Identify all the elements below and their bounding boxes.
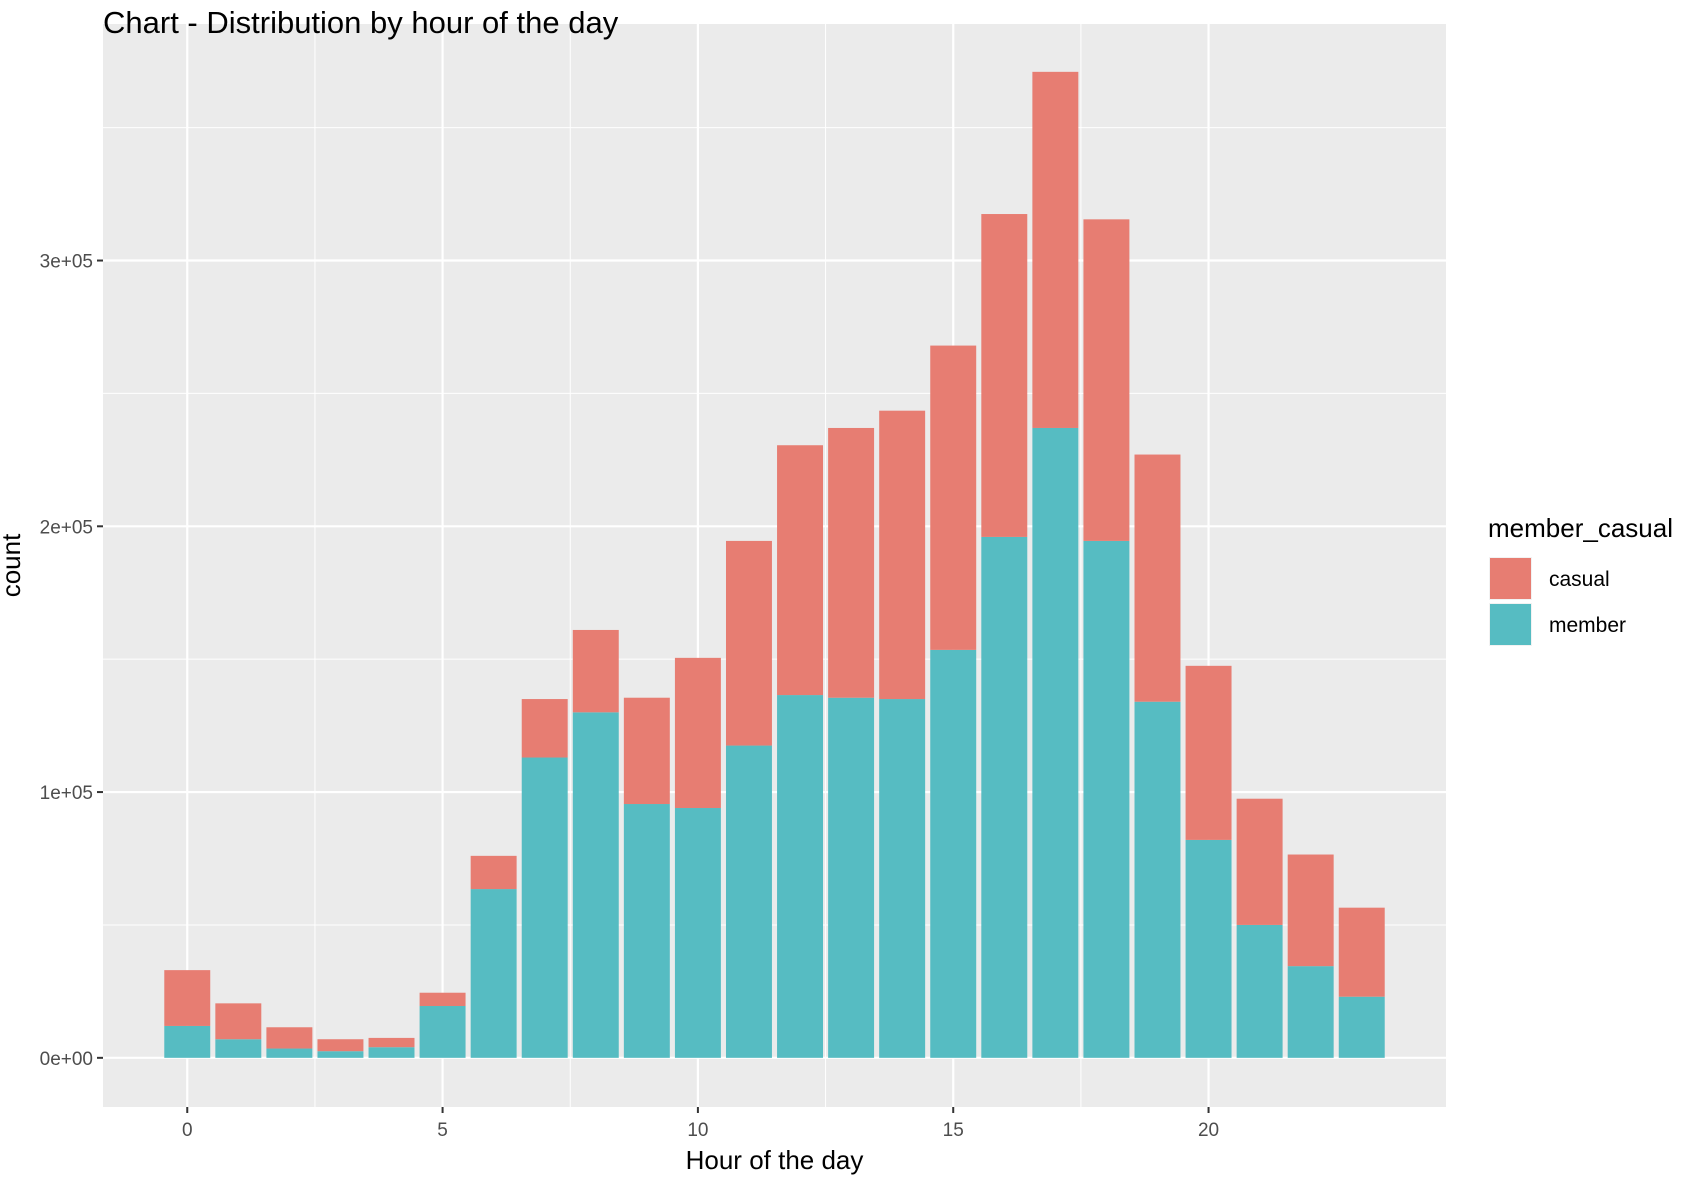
- legend: member_casual casual member: [1488, 513, 1673, 646]
- bar-casual-hour-3: [317, 1039, 364, 1052]
- legend-label-member: member: [1549, 614, 1626, 637]
- chart-title: Chart - Distribution by hour of the day: [103, 5, 619, 40]
- bar-member-hour-0: [164, 1025, 211, 1058]
- bar-casual-hour-6: [470, 855, 517, 890]
- x-axis-title: Hour of the day: [686, 1145, 864, 1175]
- bar-member-hour-2: [266, 1048, 313, 1058]
- bar-member-hour-13: [828, 697, 875, 1058]
- x-tick-label: 20: [1198, 1120, 1219, 1141]
- bar-member-hour-5: [419, 1006, 466, 1058]
- y-tick-label: 1e+05: [40, 783, 93, 804]
- bar-casual-hour-23: [1338, 907, 1385, 997]
- bar-casual-hour-5: [419, 992, 466, 1007]
- bar-member-hour-7: [521, 757, 568, 1058]
- bar-member-hour-14: [879, 699, 926, 1058]
- x-tick-label: 0: [182, 1120, 193, 1141]
- bar-casual-hour-8: [572, 629, 619, 713]
- bars-group: [164, 71, 1385, 1058]
- bar-casual-hour-18: [1083, 219, 1130, 541]
- x-tick-label: 10: [687, 1120, 708, 1141]
- y-tick-label: 3e+05: [40, 252, 93, 273]
- bar-casual-hour-17: [1032, 71, 1079, 428]
- legend-swatch-member: [1490, 604, 1531, 645]
- bar-casual-hour-10: [674, 657, 721, 809]
- bar-casual-hour-13: [828, 427, 875, 698]
- x-axis: 0 5 10 15 20: [182, 1107, 1219, 1141]
- bar-member-hour-15: [930, 649, 977, 1058]
- bar-casual-hour-11: [725, 540, 772, 746]
- bar-casual-hour-20: [1185, 665, 1232, 840]
- legend-title: member_casual: [1488, 513, 1673, 543]
- bar-casual-hour-0: [164, 970, 211, 1026]
- bar-member-hour-12: [777, 695, 824, 1058]
- bar-member-hour-6: [470, 889, 517, 1058]
- bar-member-hour-22: [1287, 966, 1334, 1058]
- x-tick-label: 15: [943, 1120, 964, 1141]
- bar-casual-hour-14: [879, 410, 926, 700]
- x-tick-label: 5: [437, 1120, 448, 1141]
- bar-member-hour-3: [317, 1051, 364, 1058]
- bar-member-hour-11: [725, 745, 772, 1058]
- bar-member-hour-21: [1236, 924, 1283, 1058]
- bar-casual-hour-9: [623, 697, 670, 805]
- bar-casual-hour-12: [777, 445, 824, 696]
- bar-member-hour-8: [572, 712, 619, 1058]
- bar-member-hour-4: [368, 1047, 415, 1058]
- bar-member-hour-23: [1338, 996, 1385, 1058]
- bar-casual-hour-19: [1134, 454, 1181, 702]
- bar-casual-hour-7: [521, 699, 568, 758]
- bar-member-hour-18: [1083, 540, 1130, 1058]
- bar-casual-hour-2: [266, 1027, 313, 1049]
- bar-member-hour-10: [674, 808, 721, 1058]
- bar-casual-hour-21: [1236, 798, 1283, 925]
- bar-casual-hour-1: [215, 1003, 262, 1040]
- bar-member-hour-17: [1032, 427, 1079, 1058]
- bar-member-hour-1: [215, 1039, 262, 1058]
- bar-member-hour-16: [981, 536, 1028, 1058]
- bar-member-hour-20: [1185, 839, 1232, 1058]
- y-axis-title: count: [0, 533, 26, 597]
- bar-casual-hour-15: [930, 345, 977, 650]
- bar-casual-hour-16: [981, 214, 1028, 537]
- grid-minor-lines: [103, 24, 1446, 1107]
- y-tick-label: 2e+05: [40, 517, 93, 538]
- bar-casual-hour-22: [1287, 854, 1334, 967]
- legend-label-casual: casual: [1549, 568, 1610, 591]
- bar-member-hour-19: [1134, 701, 1181, 1058]
- legend-swatch-casual: [1490, 558, 1531, 599]
- bar-casual-hour-4: [368, 1037, 415, 1048]
- y-axis: 0e+00 1e+05 2e+05 3e+05: [40, 252, 103, 1070]
- bar-member-hour-9: [623, 804, 670, 1058]
- y-tick-label: 0e+00: [40, 1049, 93, 1070]
